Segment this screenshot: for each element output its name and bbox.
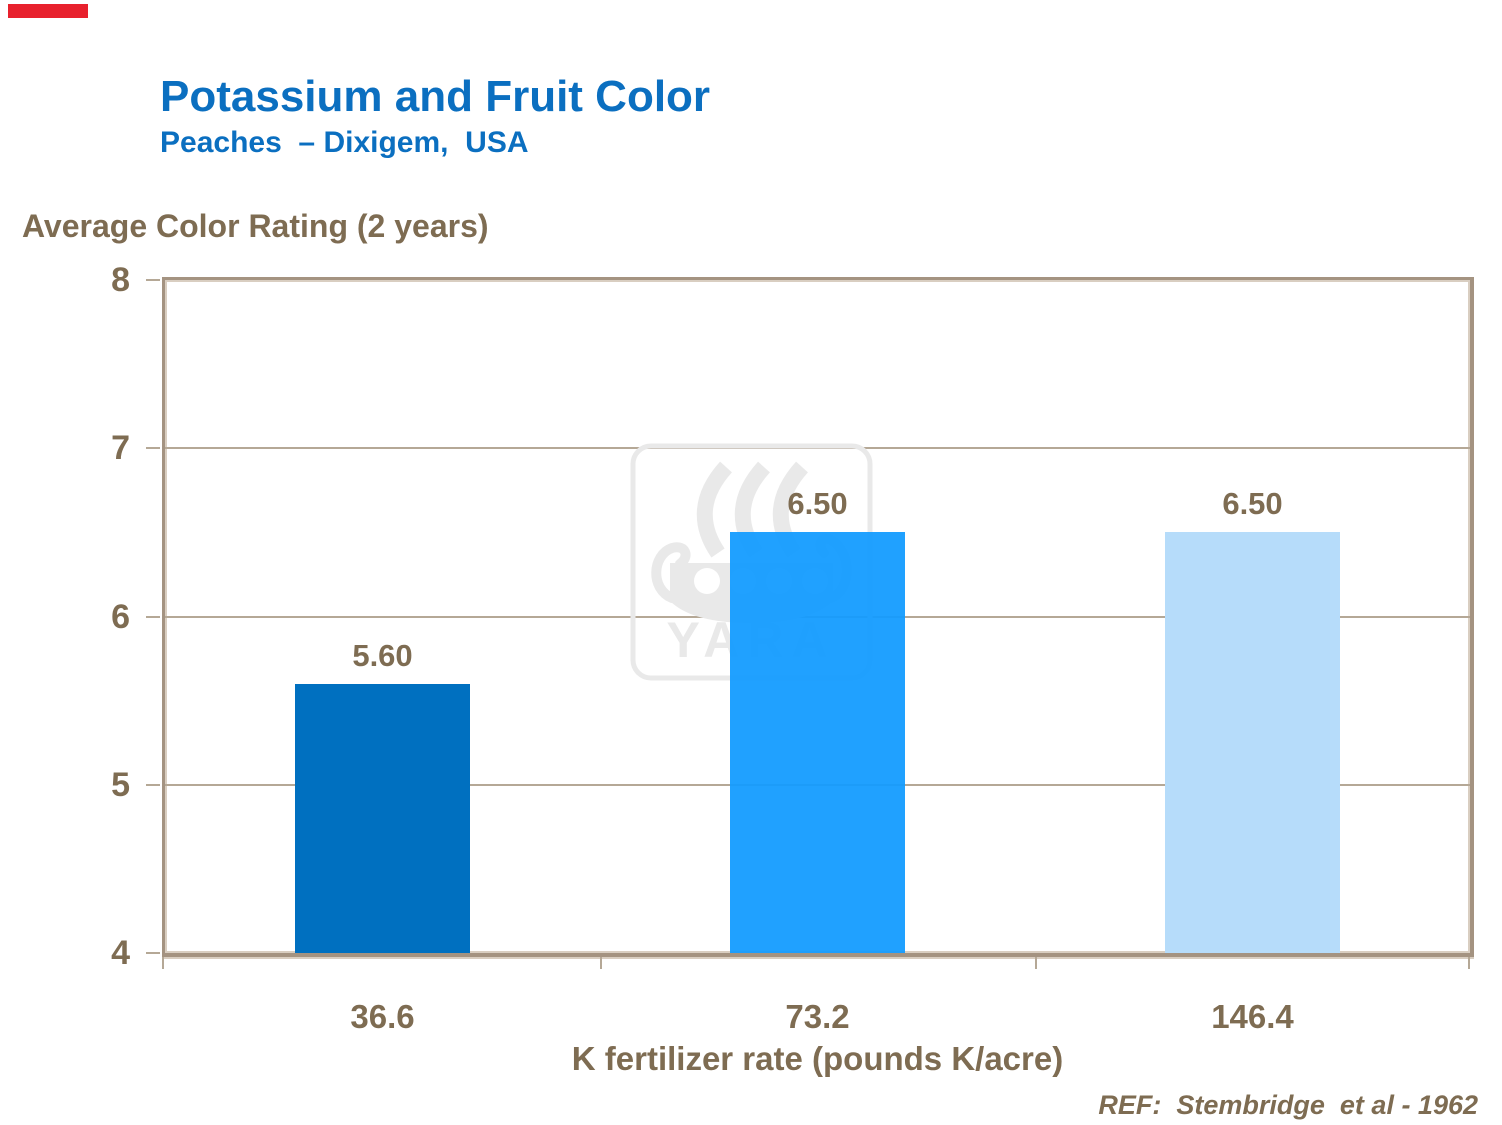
y-tick-mark-8	[146, 279, 160, 281]
y-tick-mark-5	[146, 783, 160, 786]
x-category-label: 73.2	[785, 998, 850, 1035]
y-tick-label-6: 6	[111, 597, 130, 636]
slide-subtitle: Peaches – Dixigem, USA	[160, 126, 529, 159]
x-tick-mark-3	[1468, 957, 1470, 969]
bar-36.6	[295, 683, 470, 953]
x-category-label: 36.6	[350, 998, 415, 1035]
y-axis-title: Average Color Rating (2 years)	[22, 208, 489, 244]
y-tick-label-5: 5	[111, 765, 130, 804]
bar-146.4	[1165, 532, 1340, 953]
red-corner-marker	[8, 4, 88, 18]
y-tick-label-4: 4	[111, 934, 130, 972]
x-category-label: 146.4	[1211, 998, 1294, 1035]
bar-value-label: 6.50	[787, 486, 848, 522]
y-tick-mark-4	[146, 952, 160, 954]
x-tick-mark-0	[162, 957, 164, 969]
x-tick-mark-1	[600, 957, 602, 969]
x-tick-mark-2	[1035, 957, 1037, 969]
bar-value-label: 6.50	[1222, 486, 1283, 522]
bar-value-label: 5.60	[352, 637, 413, 673]
y-tick-mark-6	[146, 615, 160, 618]
slide-title: Potassium and Fruit Color	[160, 72, 711, 121]
x-axis-title: K fertilizer rate (pounds K/acre)	[571, 1040, 1064, 1077]
reference-text: REF: Stembridge et al - 1962	[1098, 1090, 1478, 1120]
y-tick-label-7: 7	[111, 429, 130, 468]
y-tick-mark-7	[146, 447, 160, 450]
y-tick-label-8: 8	[111, 261, 130, 299]
bar-73.2	[730, 532, 905, 953]
plot-area: YARA 5.606.506.50	[162, 277, 1474, 957]
